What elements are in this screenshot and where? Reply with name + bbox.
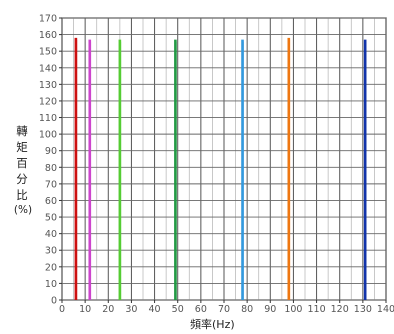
x-axis-label: 頻率(Hz) xyxy=(190,318,235,331)
x-tick-label: 90 xyxy=(264,304,276,315)
x-tick-label: 0 xyxy=(59,304,65,315)
y-tick-label: 150 xyxy=(39,47,57,58)
y-tick-label: 90 xyxy=(45,146,57,157)
x-tick-label: 60 xyxy=(195,304,207,315)
x-tick-label: 100 xyxy=(284,304,302,315)
x-tick-label: 30 xyxy=(125,304,137,315)
y-tick-label: 170 xyxy=(39,14,57,25)
y-tick-label: 40 xyxy=(45,229,57,240)
x-tick-label: 120 xyxy=(331,304,349,315)
y-tick-label: 20 xyxy=(45,262,57,273)
y-tick-label: 80 xyxy=(45,163,57,174)
y-tick-label: 0 xyxy=(51,296,57,307)
y-tick-label: 140 xyxy=(39,63,57,74)
y-axis-label-char-1: 轉 xyxy=(16,124,28,138)
y-tick-label: 70 xyxy=(45,179,57,190)
y-tick-label: 60 xyxy=(45,196,57,207)
x-tick-label: 140 xyxy=(377,304,394,315)
y-tick-label: 100 xyxy=(39,130,57,141)
x-tick-label: 10 xyxy=(79,304,91,315)
x-tick-label: 70 xyxy=(218,304,230,315)
y-tick-label: 160 xyxy=(39,30,57,41)
y-tick-label: 110 xyxy=(39,113,57,124)
y-axis-label-char-5: 比 xyxy=(16,188,28,202)
x-tick-label: 80 xyxy=(241,304,253,315)
y-axis-label-char-2: 矩 xyxy=(16,140,28,154)
y-tick-label: 10 xyxy=(45,279,57,290)
y-tick-label: 120 xyxy=(39,96,57,107)
x-tick-label: 110 xyxy=(308,304,326,315)
x-tick-label: 50 xyxy=(172,304,184,315)
y-axis-label-unit: (%) xyxy=(13,204,33,216)
x-tick-label: 130 xyxy=(354,304,372,315)
y-axis-label-char-3: 百 xyxy=(16,156,28,170)
y-tick-label: 130 xyxy=(39,80,57,91)
y-tick-label: 50 xyxy=(45,213,57,224)
y-axis-label-char-4: 分 xyxy=(16,172,28,186)
x-tick-label: 20 xyxy=(102,304,114,315)
y-tick-label: 30 xyxy=(45,246,57,257)
x-tick-label: 40 xyxy=(149,304,161,315)
